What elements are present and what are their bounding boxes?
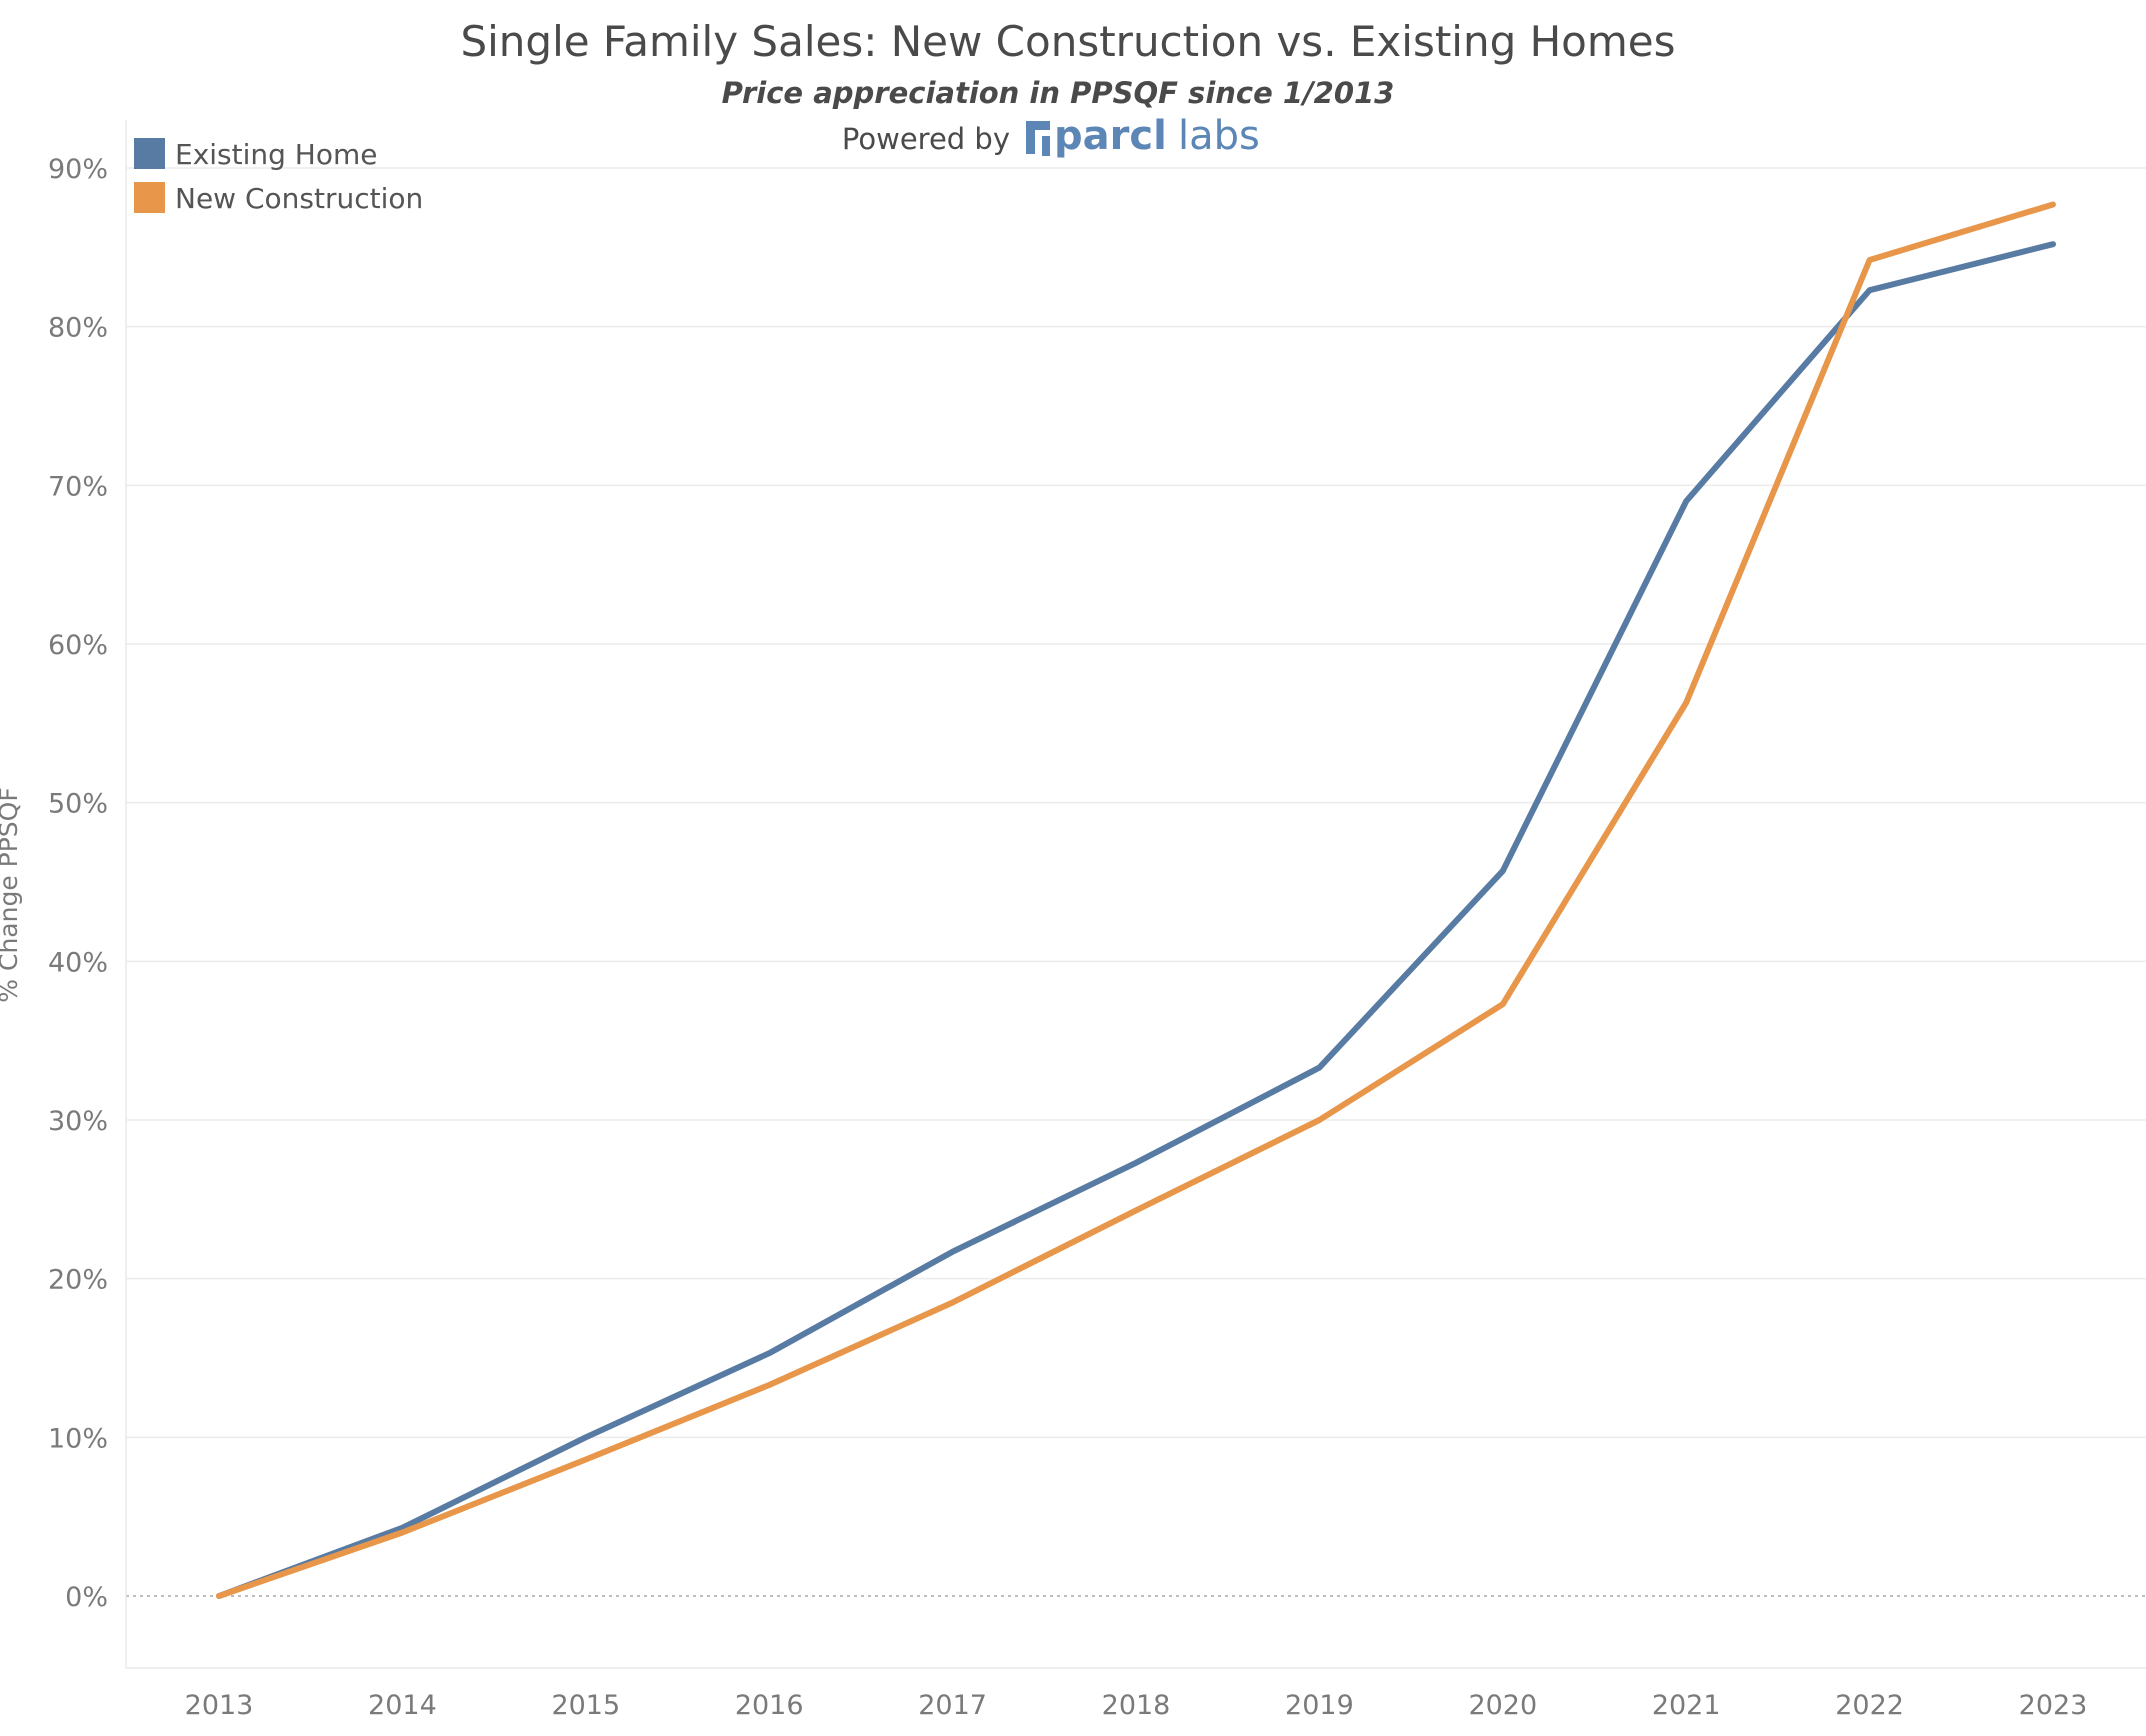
powered-by: Powered by parcl labs bbox=[842, 113, 1260, 159]
y-tick-label: 30% bbox=[48, 1106, 108, 1137]
y-tick-label: 60% bbox=[48, 630, 108, 661]
series-line-existing-home bbox=[216, 241, 2056, 1599]
x-tick-label: 2019 bbox=[1285, 1690, 1354, 1721]
x-tick-label: 2016 bbox=[735, 1690, 804, 1721]
x-tick-label: 2015 bbox=[551, 1690, 620, 1721]
y-tick-label: 10% bbox=[48, 1423, 108, 1454]
x-tick-label: 2021 bbox=[1652, 1690, 1721, 1721]
legend-swatch bbox=[134, 182, 165, 213]
series bbox=[216, 201, 2056, 1599]
series-line-new-construction bbox=[216, 201, 2056, 1599]
x-tick-label: 2022 bbox=[1835, 1690, 1904, 1721]
legend-swatch bbox=[134, 138, 165, 169]
brand-name: parcl bbox=[1054, 113, 1167, 159]
legend-label: Existing Home bbox=[175, 138, 378, 171]
y-axis-title: % Change PPSQF bbox=[0, 787, 23, 1002]
y-tick-label: 80% bbox=[48, 313, 108, 344]
axes: 0% 10% 20% 30% 40% 50% 60% 70% 80% 90% 2013 2014 201… bbox=[48, 120, 2146, 1721]
x-tick-label: 2023 bbox=[2019, 1690, 2088, 1721]
y-tick-label: 90% bbox=[48, 154, 108, 185]
chart-title: Single Family Sales: New Construction vs… bbox=[460, 17, 1675, 66]
legend-label: New Construction bbox=[175, 182, 423, 215]
y-tick-label: 0% bbox=[65, 1582, 108, 1613]
y-tick-label: 70% bbox=[48, 471, 108, 502]
x-tick-label: 2018 bbox=[1102, 1690, 1171, 1721]
chart-subtitle: Price appreciation in PPSQF since 1/2013 bbox=[722, 76, 1395, 110]
y-tick-label: 40% bbox=[48, 947, 108, 978]
legend: Existing Home New Construction bbox=[134, 138, 423, 215]
powered-by-label: Powered by bbox=[842, 122, 1010, 156]
parcl-logo-icon bbox=[1026, 121, 1050, 156]
y-tick-label: 50% bbox=[48, 789, 108, 820]
x-tick-label: 2014 bbox=[368, 1690, 437, 1721]
x-tick-label: 2013 bbox=[185, 1690, 254, 1721]
y-tick-label: 20% bbox=[48, 1265, 108, 1296]
brand-suffix: labs bbox=[1178, 113, 1260, 159]
x-tick-label: 2020 bbox=[1468, 1690, 1537, 1721]
grid bbox=[126, 167, 2146, 1597]
x-tick-label: 2017 bbox=[918, 1690, 987, 1721]
